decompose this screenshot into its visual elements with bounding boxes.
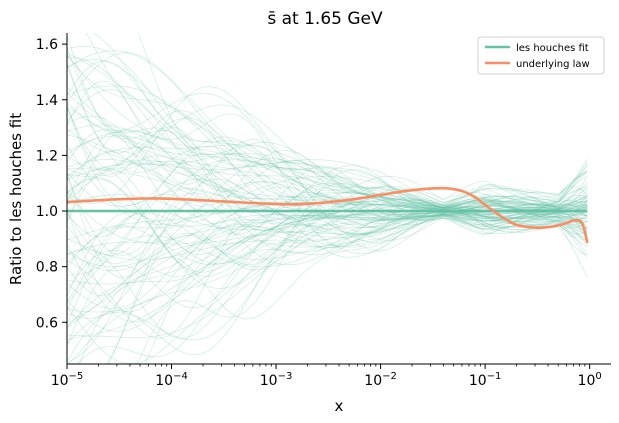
y-tick-label: 1.6 [36,37,58,53]
replica-curve [67,132,588,236]
replica-curve [67,50,588,248]
replica-curve [67,86,588,235]
replica-curve [67,159,588,204]
x-axis-label: x [335,397,344,415]
replica-curve [67,89,588,266]
replica-curve [67,113,588,247]
replica-curve [67,186,588,337]
replica-curve [67,204,588,313]
replica-curve [67,198,588,227]
replica-curve [67,55,588,212]
replica-curve [67,130,588,223]
replica-curve [67,87,588,208]
replica-curve [67,150,588,219]
replica-curve [67,159,588,256]
x-ticks: 10−5 10−4 10−3 10−2 10−1 100 [51,364,602,389]
legend: les houches fit underlying law [477,36,605,75]
replica-curve [67,197,588,320]
replica-curve [67,106,588,222]
legend-label-les-houches-fit: les houches fit [516,43,589,54]
x-tick-label: 10−2 [364,371,397,389]
replica-curve [67,134,588,210]
x-tick-label: 10−4 [155,371,188,389]
replica-curve [67,205,588,347]
replica-curve [68,165,588,364]
replica-curve [107,182,588,364]
replica-curve [67,176,588,289]
replica-curve [67,208,588,328]
replica-curve [67,178,588,277]
replica-curve [67,60,588,231]
replica-curve [67,217,588,297]
replica-curve [67,199,588,297]
replica-curve [67,144,588,230]
replica-curve [67,141,588,264]
replica-curve [67,35,588,231]
replica-curve [67,210,588,332]
replica-curve [67,104,588,224]
replica-curve [67,128,588,215]
x-tick-label: 100 [578,371,602,389]
replica-curve [67,129,588,223]
replica-curve [67,52,588,229]
replica-curve [67,181,588,272]
replica-curve [106,191,588,364]
replica-curve [137,33,588,236]
replica-curve [67,205,588,328]
replica-curve [67,93,588,241]
y-tick-label: 1.4 [36,93,58,109]
replica-curve [67,92,588,211]
y-tick-label: 1.2 [36,148,58,164]
replica-curve [67,198,588,339]
y-tick-label: 1.0 [36,204,58,220]
replica-curve [67,210,588,340]
replica-curve [67,62,588,241]
replica-curve [144,192,588,364]
y-ticks: 0.6 0.8 1.0 1.2 1.4 1.6 [36,37,67,331]
replica-curve [67,195,588,362]
y-tick-label: 0.6 [36,315,58,331]
x-tick-label: 10−5 [51,371,84,389]
replica-curve [67,175,588,256]
replica-curve [67,198,588,261]
replica-curve [67,45,588,217]
replica-curve [67,135,588,230]
replica-curve [67,159,588,239]
replica-curve [67,107,588,232]
y-tick-label: 0.8 [36,260,58,276]
replica-curve [67,47,588,222]
replica-curve [67,160,588,217]
replica-curve [67,107,588,220]
legend-label-underlying-law: underlying law [516,59,590,70]
replica-curve [79,158,588,364]
x-tick-label: 10−1 [469,371,502,389]
replica-curve [67,168,588,256]
replica-curve [67,192,588,363]
replica-curve [67,168,588,273]
replica-curve [67,85,588,217]
chart-title: s̄ at 1.65 GeV [267,9,383,29]
replica-curve [67,153,588,276]
replica-curve [67,64,588,216]
replica-curve [67,158,588,264]
replica-curve [67,104,588,219]
replica-curve [67,169,588,278]
y-axis-label: Ratio to les houches fit [7,113,25,285]
series-lines [67,186,589,244]
x-tick-label: 10−3 [260,371,293,389]
replica-curve [136,185,588,364]
replica-curve [67,200,588,311]
replica-curve [67,213,588,325]
replica-curve [76,210,588,364]
replica-curve [67,52,588,216]
replica-curve [67,206,588,309]
series-line-underlying-law [67,186,589,244]
replica-curve [85,33,588,207]
